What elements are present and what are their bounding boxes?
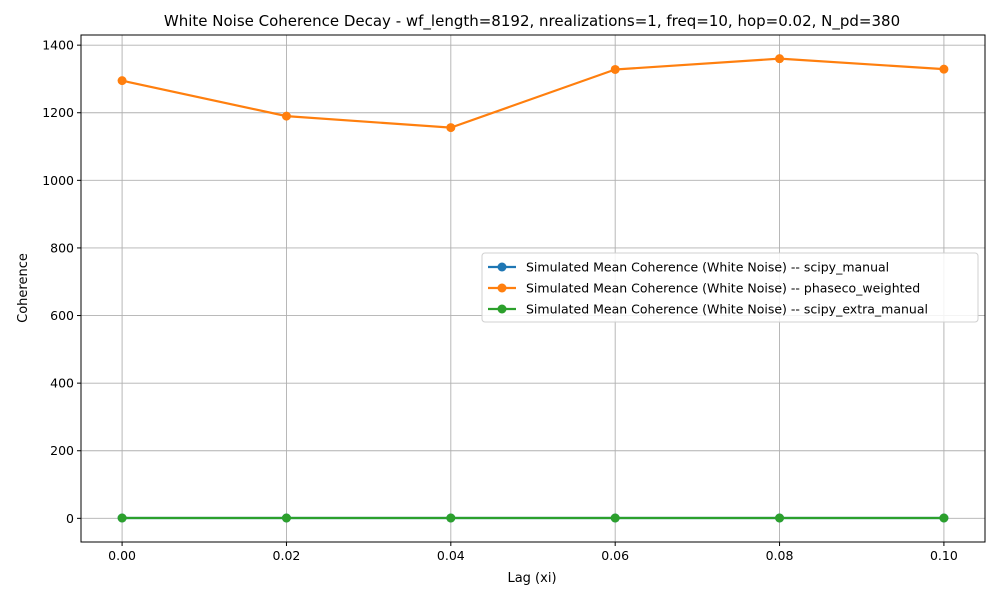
y-tick-label: 1400 (42, 38, 74, 53)
y-tick-label: 1000 (42, 173, 74, 188)
chart-title: White Noise Coherence Decay - wf_length=… (164, 12, 900, 31)
data-point (281, 513, 291, 523)
x-tick-label: 0.00 (108, 548, 136, 563)
x-tick-label: 0.02 (273, 548, 301, 563)
data-point (446, 123, 456, 133)
data-point (939, 64, 949, 74)
x-tick-label: 0.06 (601, 548, 629, 563)
y-tick-label: 600 (50, 308, 74, 323)
data-point (939, 513, 949, 523)
legend-entry: Simulated Mean Coherence (White Noise) -… (488, 302, 928, 317)
series-1 (117, 54, 949, 133)
series-line (121, 57, 944, 129)
x-tick-label: 0.08 (766, 548, 794, 563)
legend-label: Simulated Mean Coherence (White Noise) -… (526, 281, 920, 296)
data-point (775, 513, 785, 523)
x-tick-label: 0.04 (437, 548, 465, 563)
legend: Simulated Mean Coherence (White Noise) -… (481, 252, 979, 323)
legend-swatch-marker (497, 304, 507, 314)
legend-label: Simulated Mean Coherence (White Noise) -… (526, 302, 928, 317)
series-layer (117, 54, 949, 523)
legend-box (481, 252, 979, 323)
data-point (610, 513, 620, 523)
legend-label: Simulated Mean Coherence (White Noise) -… (526, 260, 889, 275)
y-tick-label: 1200 (42, 105, 74, 120)
x-tick-label: 0.10 (930, 548, 958, 563)
data-point (117, 513, 127, 523)
y-tick-label: 200 (50, 443, 74, 458)
series-2 (117, 513, 949, 523)
data-point (610, 64, 620, 74)
legend-entry: Simulated Mean Coherence (White Noise) -… (488, 260, 889, 275)
y-tick-label: 800 (50, 240, 74, 255)
axis-ticks: 0.00 0.02 0.04 0.06 0.08 0.10 0 200 400 600 800 100… (42, 38, 958, 563)
y-tick-label: 0 (66, 511, 74, 526)
data-point (775, 54, 785, 64)
data-point (446, 513, 456, 523)
legend-entry: Simulated Mean Coherence (White Noise) -… (488, 281, 920, 296)
y-axis-label: Coherence (16, 253, 31, 323)
data-point (281, 111, 291, 121)
legend-swatch-marker (497, 262, 507, 272)
plot-frame (80, 34, 986, 543)
legend-swatch-marker (497, 283, 507, 293)
y-tick-label: 400 (50, 376, 74, 391)
x-axis-label: Lag (xi) (507, 571, 556, 586)
data-point (117, 76, 127, 86)
